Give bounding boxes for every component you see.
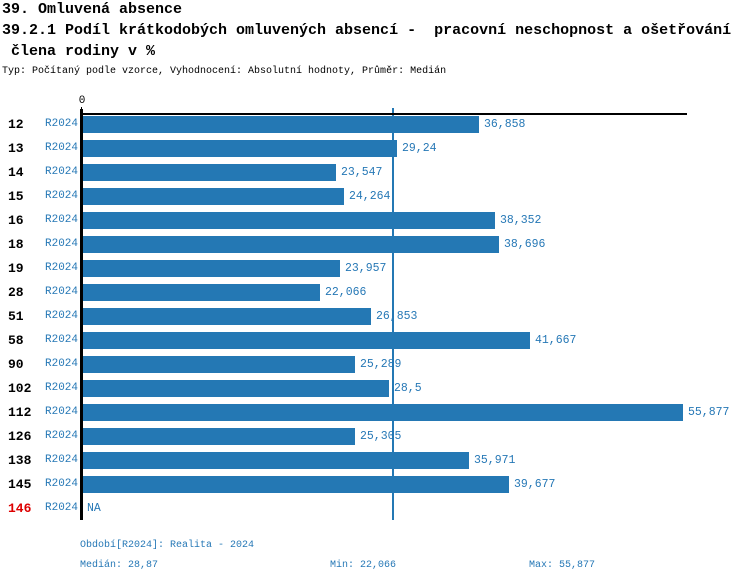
row-value-label: 23,957 — [345, 262, 387, 275]
chart-row: 126 R2024 25,305 — [0, 427, 750, 451]
row-series-label: R2024 — [45, 358, 79, 370]
row-value-label: 24,264 — [349, 190, 391, 203]
row-category-label: 12 — [8, 117, 24, 132]
row-category-label: 126 — [8, 429, 32, 444]
chart-row: 145 R2024 39,677 — [0, 475, 750, 499]
row-bar — [83, 380, 389, 397]
row-bar — [83, 140, 397, 157]
footer-min: Min: 22,066 — [330, 560, 397, 571]
row-category-label: 51 — [8, 309, 24, 324]
row-series-label: R2024 — [45, 310, 79, 322]
row-category-label: 28 — [8, 285, 24, 300]
row-value-label: 22,066 — [325, 286, 367, 299]
row-value-label: 39,677 — [514, 478, 556, 491]
chart-row: 102 R2024 28,5 — [0, 379, 750, 403]
x-axis-zero-tick-label: 0 — [78, 95, 86, 107]
chart-row: 12 R2024 36,858 — [0, 115, 750, 139]
row-series-label: R2024 — [45, 334, 79, 346]
row-bar — [83, 236, 499, 253]
row-category-label: 146 — [8, 501, 32, 516]
row-series-label: R2024 — [45, 190, 79, 202]
chart-subtitle-line1: 39.2.1 Podíl krátkodobých omluvených abs… — [2, 22, 732, 39]
row-category-label: 58 — [8, 333, 24, 348]
row-category-label: 138 — [8, 453, 32, 468]
footer-period: Období[R2024]: Realita - 2024 — [80, 540, 255, 551]
row-bar — [83, 332, 530, 349]
chart-row: 138 R2024 35,971 — [0, 451, 750, 475]
row-series-label: R2024 — [45, 142, 79, 154]
row-value-label: NA — [87, 502, 101, 515]
row-category-label: 112 — [8, 405, 32, 420]
row-value-label: 35,971 — [474, 454, 516, 467]
row-series-label: R2024 — [45, 478, 79, 490]
row-bar — [83, 188, 344, 205]
row-bar — [83, 260, 340, 277]
row-bar — [83, 428, 355, 445]
row-series-label: R2024 — [45, 214, 79, 226]
row-category-label: 13 — [8, 141, 24, 156]
chart-row: 51 R2024 26,853 — [0, 307, 750, 331]
x-axis-line — [81, 113, 687, 115]
chart-row: 14 R2024 23,547 — [0, 163, 750, 187]
y-axis-line — [80, 109, 83, 520]
row-value-label: 55,877 — [688, 406, 730, 419]
chart-row: 58 R2024 41,667 — [0, 331, 750, 355]
row-bar — [83, 356, 355, 373]
row-category-label: 90 — [8, 357, 24, 372]
chart-row: 18 R2024 38,696 — [0, 235, 750, 259]
row-value-label: 41,667 — [535, 334, 577, 347]
median-tick — [392, 108, 394, 113]
row-value-label: 36,858 — [484, 118, 526, 131]
row-series-label: R2024 — [45, 382, 79, 394]
row-category-label: 14 — [8, 165, 24, 180]
row-bar — [83, 284, 320, 301]
row-series-label: R2024 — [45, 286, 79, 298]
row-series-label: R2024 — [45, 502, 79, 514]
row-series-label: R2024 — [45, 262, 79, 274]
footer-median: Medián: 28,87 — [80, 560, 159, 571]
row-bar — [83, 212, 495, 229]
chart-row: 16 R2024 38,352 — [0, 211, 750, 235]
row-bar — [83, 476, 509, 493]
chart-row: 19 R2024 23,957 — [0, 259, 750, 283]
row-value-label: 28,5 — [394, 382, 422, 395]
footer-max: Max: 55,877 — [529, 560, 596, 571]
row-series-label: R2024 — [45, 406, 79, 418]
row-category-label: 16 — [8, 213, 24, 228]
row-bar — [83, 164, 336, 181]
row-bar — [83, 116, 479, 133]
median-line — [392, 115, 394, 520]
page-title: 39. Omluvená absence — [2, 1, 183, 18]
row-category-label: 102 — [8, 381, 32, 396]
chart-row: 112 R2024 55,877 — [0, 403, 750, 427]
row-category-label: 19 — [8, 261, 24, 276]
row-value-label: 23,547 — [341, 166, 383, 179]
chart-row: 15 R2024 24,264 — [0, 187, 750, 211]
row-series-label: R2024 — [45, 430, 79, 442]
row-bar — [83, 404, 683, 421]
chart-row: 13 R2024 29,24 — [0, 139, 750, 163]
row-bar — [83, 452, 469, 469]
chart-meta-info: Typ: Počítaný podle vzorce, Vyhodnocení:… — [2, 66, 447, 77]
chart-row: 90 R2024 25,289 — [0, 355, 750, 379]
row-value-label: 29,24 — [402, 142, 437, 155]
row-value-label: 38,696 — [504, 238, 546, 251]
row-series-label: R2024 — [45, 238, 79, 250]
row-category-label: 15 — [8, 189, 24, 204]
row-category-label: 145 — [8, 477, 32, 492]
chart-subtitle-line2: člena rodiny v % — [2, 43, 156, 60]
chart-row: 28 R2024 22,066 — [0, 283, 750, 307]
row-series-label: R2024 — [45, 454, 79, 466]
row-series-label: R2024 — [45, 166, 79, 178]
row-category-label: 18 — [8, 237, 24, 252]
row-value-label: 38,352 — [500, 214, 542, 227]
row-value-label: 25,289 — [360, 358, 402, 371]
row-series-label: R2024 — [45, 118, 79, 130]
row-value-label: 26,853 — [376, 310, 418, 323]
row-bar — [83, 308, 371, 325]
row-value-label: 25,305 — [360, 430, 402, 443]
chart-row: 146 R2024 NA — [0, 499, 750, 523]
